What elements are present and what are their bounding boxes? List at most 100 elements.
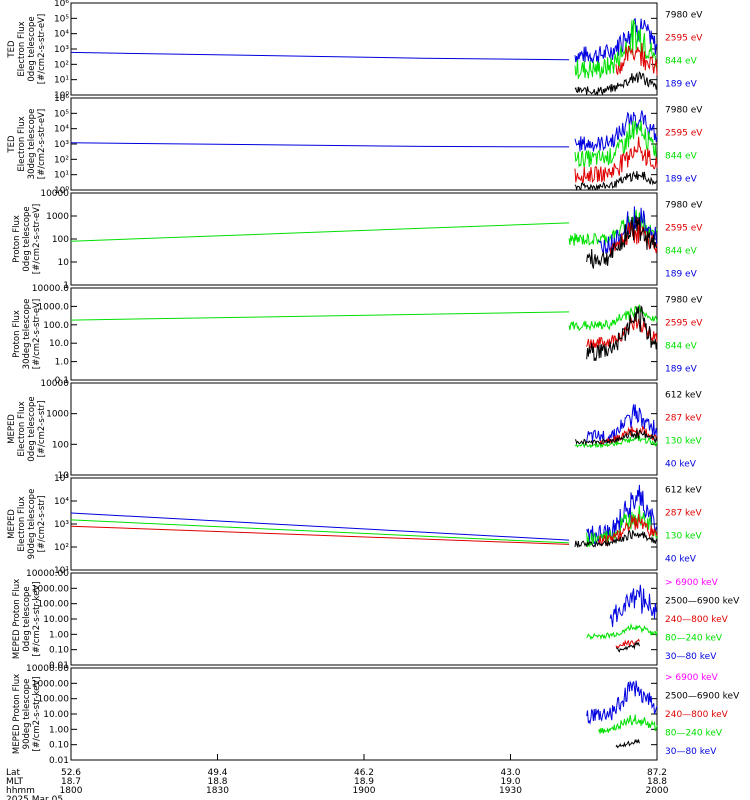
y-axis-label: TED xyxy=(7,40,17,59)
legend-entry: 189 eV xyxy=(665,270,698,280)
legend-entry: 130 keV xyxy=(665,532,702,542)
y-tick-label: 1000.0 xyxy=(38,302,70,312)
y-tick-label: 10⁴ xyxy=(54,497,69,507)
series-blue xyxy=(70,512,570,541)
x-tick-label: 2000 xyxy=(646,786,669,796)
y-axis-label: Electron Flux xyxy=(17,116,27,171)
series-red xyxy=(615,638,640,649)
series-green xyxy=(574,120,658,168)
y-tick-label: 1000.00 xyxy=(32,584,69,594)
legend-entry: 240—800 keV xyxy=(665,615,729,625)
y-tick-label: 1000 xyxy=(46,212,69,222)
y-axis-label: MEPED xyxy=(7,509,17,539)
legend-entry: 2595 eV xyxy=(665,319,703,329)
y-tick-label: 10⁵ xyxy=(54,474,69,484)
x-tick-label: 18.8 xyxy=(647,777,667,787)
y-tick-label: 10⁵ xyxy=(54,109,69,119)
series-green xyxy=(586,622,658,641)
legend-entry: 189 eV xyxy=(665,365,698,375)
y-axis-label: [#/cm2-s-str-keV] xyxy=(32,677,42,752)
y-tick-label: 1 xyxy=(63,281,69,291)
series-green xyxy=(568,304,658,332)
y-tick-label: 10.00 xyxy=(43,615,69,625)
series-red xyxy=(574,136,658,184)
y-axis-label: MEPED xyxy=(7,414,17,444)
legend-entry: 7980 eV xyxy=(665,296,703,306)
y-axis-label: 0deg telescope xyxy=(22,586,32,651)
y-axis-label: [#/cm2-s-str-eV] xyxy=(32,204,42,274)
y-tick-label: 100 xyxy=(52,440,69,450)
y-tick-label: 10000 xyxy=(40,189,69,199)
y-tick-label: 10000.0 xyxy=(32,284,69,294)
y-tick-label: 10⁰ xyxy=(54,91,69,101)
y-tick-label: 10² xyxy=(54,155,69,165)
legend-entry: 30—80 keV xyxy=(665,652,717,662)
y-tick-label: 10⁴ xyxy=(54,125,69,135)
legend-entry: > 6900 keV xyxy=(665,578,719,588)
x-tick-label: 49.4 xyxy=(207,768,227,778)
x-tick-label: 1830 xyxy=(206,786,229,796)
x-tick-label: 1900 xyxy=(353,786,376,796)
x-tick-label: 1930 xyxy=(499,786,522,796)
y-axis-label: [#/cm2-s-str-eV] xyxy=(32,299,42,369)
y-tick-label: 1.00 xyxy=(49,725,69,735)
y-tick-label: 10.0 xyxy=(49,339,69,349)
y-tick-label: 10 xyxy=(58,471,70,481)
series-green xyxy=(70,222,570,242)
series-green xyxy=(574,19,658,80)
y-axis-label: Proton Flux xyxy=(12,310,22,358)
y-axis-label: MEPED Proton Flux xyxy=(12,579,22,659)
legend-entry: 80—240 keV xyxy=(665,633,723,643)
y-axis-label: [#/cm2-s-str-eV] xyxy=(37,109,47,179)
y-tick-label: 1.0 xyxy=(55,358,70,368)
series-black xyxy=(574,170,658,192)
legend-entry: 40 keV xyxy=(665,460,697,470)
y-tick-label: 10000 xyxy=(40,379,69,389)
series-blue xyxy=(70,142,570,148)
y-tick-label: 0.10 xyxy=(49,741,69,751)
legend-entry: 612 keV xyxy=(665,391,702,401)
y-tick-label: 10 xyxy=(58,258,70,268)
y-tick-label: 0.01 xyxy=(49,756,69,766)
y-axis-label: 0deg telescope xyxy=(22,206,32,271)
series-black xyxy=(586,305,658,361)
x-tick-label: 87.2 xyxy=(647,768,667,778)
x-tick-label: 18.9 xyxy=(354,777,374,787)
x-tick-label: 52.6 xyxy=(61,768,81,778)
footer-row-label: Lat xyxy=(6,768,21,778)
footer-date: 2025 Mar 05 xyxy=(6,795,63,800)
y-tick-label: 10.00 xyxy=(43,710,69,720)
y-tick-label: 1.00 xyxy=(49,630,69,640)
y-tick-label: 10³ xyxy=(54,520,69,530)
legend-entry: 7980 eV xyxy=(665,201,703,211)
x-tick-label: 43.0 xyxy=(500,768,520,778)
legend-entry: 2500—6900 keV xyxy=(665,597,740,607)
series-green xyxy=(586,505,658,547)
x-tick-label: 1800 xyxy=(60,786,83,796)
y-tick-label: 10⁶ xyxy=(54,0,69,9)
y-tick-label: 10¹ xyxy=(54,566,69,576)
panel-frame xyxy=(70,572,658,666)
y-tick-label: 0.10 xyxy=(49,646,69,656)
series-blue xyxy=(574,110,658,152)
y-axis-label: 30deg telescope xyxy=(27,109,37,180)
legend-entry: 40 keV xyxy=(665,555,697,565)
legend-entry: 2500—6900 keV xyxy=(665,692,740,702)
legend-entry: 130 keV xyxy=(665,437,702,447)
series-green xyxy=(574,433,658,449)
y-axis-label: 90deg telescope xyxy=(22,679,32,750)
series-black xyxy=(574,529,658,549)
y-axis-label: [#/cm2-s-str] xyxy=(37,496,47,553)
legend-entry: 7980 eV xyxy=(665,106,703,116)
legend-entry: 30—80 keV xyxy=(665,747,717,757)
series-blue xyxy=(586,680,658,725)
legend-entry: 80—240 keV xyxy=(665,728,723,738)
x-tick-label: 18.8 xyxy=(207,777,227,787)
legend-entry: 7980 eV xyxy=(665,11,703,21)
y-axis-label: 90deg telescope xyxy=(27,489,37,560)
x-tick-label: 46.2 xyxy=(354,768,374,778)
y-tick-label: 10¹ xyxy=(54,171,69,181)
legend-entry: 2595 eV xyxy=(665,129,703,139)
series-black xyxy=(574,429,658,446)
